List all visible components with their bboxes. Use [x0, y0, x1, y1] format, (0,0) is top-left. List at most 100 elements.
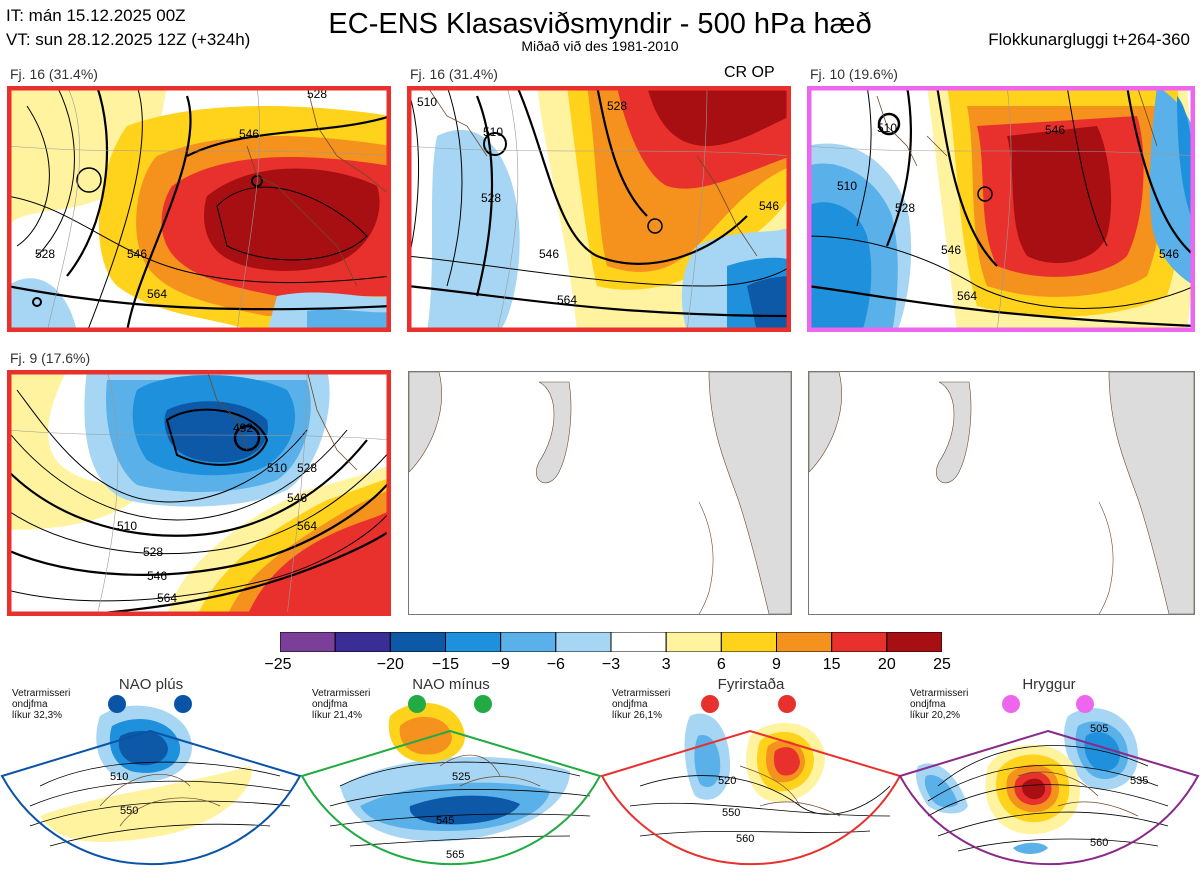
panel-4-contour-label: 510	[117, 519, 137, 533]
classification-window: Flokkunargluggi t+264-360	[988, 30, 1190, 49]
regime-1-info-season: Vetrarmisseri	[12, 688, 71, 699]
regime-1-frame	[0, 729, 302, 866]
panel-3-contour-label: 564	[957, 289, 977, 303]
regime-marker-icon	[1002, 695, 1020, 713]
colorbar-segment	[389, 631, 446, 653]
panel-4-label: Fj. 9 (17.6%)	[10, 350, 91, 366]
panel-4-contour-label: 510	[267, 461, 287, 475]
panel-4-contour-label: 546	[287, 491, 307, 505]
regime-1-info-prob: líkur 32,3%	[12, 710, 63, 721]
empty-map-2	[808, 371, 1195, 615]
panel-4-contour-label: 546	[147, 569, 167, 583]
regime-4-frame	[898, 729, 1200, 866]
colorbar-segment	[665, 631, 722, 653]
regime-1-title: NAO plús	[118, 676, 184, 693]
colorbar-tick-label: 9	[772, 656, 781, 673]
colorbar-segment	[445, 631, 502, 653]
regime-3-frame	[600, 729, 902, 866]
regime-marker-icon	[778, 695, 796, 713]
panel-2-contour-label: 510	[483, 125, 503, 139]
colorbar-tick-label: −3	[601, 656, 621, 673]
colorbar-tick-label: 3	[661, 656, 671, 673]
regime-2-contour-label: 545	[436, 815, 454, 827]
regime-4-info-prob: líkur 20,2%	[910, 710, 961, 721]
regime-marker-icon	[474, 695, 492, 713]
cluster-map-3: 510 510 528 546 564 546 546	[807, 86, 1195, 332]
panel-3-contour-label: 510	[877, 121, 897, 135]
panel-4-contour-label: 492	[233, 421, 253, 435]
panel-3-contour-label: 528	[895, 201, 915, 215]
regime-2-info-season: Vetrarmisseri	[312, 688, 371, 699]
regime-marker-icon	[108, 695, 126, 713]
regime-4-info-season: Vetrarmisseri	[910, 688, 969, 699]
panel-3-frame	[807, 86, 1195, 332]
regime-3-info-season: Vetrarmisseri	[612, 688, 671, 699]
regime-3-info-prob: líkur 26,1%	[612, 710, 663, 721]
page-title: EC-ENS Klasasviðsmyndir - 500 hPa hæð	[328, 8, 872, 40]
panel-1-contour-label: 564	[147, 287, 167, 301]
colorbar-tick-label: 6	[716, 656, 726, 673]
colorbar-tick-label: −25	[264, 656, 292, 673]
panel-1-frame	[7, 86, 391, 332]
panel-1-contour-label: 546	[239, 127, 259, 141]
panel-3-label: Fj. 10 (19.6%)	[810, 66, 898, 82]
regime-3-info-months: ondjfma	[612, 699, 648, 710]
regime-4-contour-label: 505	[1090, 723, 1108, 735]
colorbar-segment	[720, 631, 777, 653]
panel-4-contour-label: 564	[297, 519, 317, 533]
colorbar-segment	[500, 631, 557, 653]
regime-3-title: Fyrirstaða	[717, 676, 785, 693]
regime-1-contour-label: 510	[110, 771, 128, 783]
colorbar-segment	[776, 631, 833, 653]
colorbar-segment	[555, 631, 612, 653]
panel-3-contour-label: 546	[941, 243, 961, 257]
panel-3-contour-label: 510	[837, 179, 857, 193]
panel-2-contour-label: 546	[539, 247, 559, 261]
panel-1-contour-label: 528	[35, 247, 55, 261]
panel-2-label: Fj. 16 (31.4%)	[410, 66, 498, 82]
regime-3-contour-label: 520	[718, 775, 736, 787]
colorbar	[279, 631, 943, 653]
panel-2-frame	[407, 86, 791, 332]
panel-2-contour-label: 528	[607, 99, 627, 113]
panel-1-label: Fj. 16 (31.4%)	[10, 66, 98, 82]
regime-2-contour-label: 565	[446, 849, 464, 861]
panel-4-contour-label: 528	[143, 545, 163, 559]
regime-blocking: 520 550 560 Fyrirstaða Vetrarmisseri ond…	[600, 676, 902, 871]
regime-4-info-months: ondjfma	[910, 699, 946, 710]
regime-marker-icon	[408, 695, 426, 713]
regime-4-contour-label: 560	[1090, 837, 1108, 849]
colorbar-tick-label: 25	[933, 656, 951, 673]
regime-marker-icon	[1076, 695, 1094, 713]
colorbar-tick-label: −6	[546, 656, 565, 673]
panel-1-contour-label: 546	[127, 247, 147, 261]
panel-4-frame	[7, 370, 391, 616]
panel-3-contour-label: 546	[1159, 247, 1179, 261]
colorbar-tick-label: 15	[822, 656, 841, 673]
colorbar-tick-label: −15	[431, 656, 460, 673]
regime-2-info-prob: líkur 21,4%	[312, 710, 363, 721]
init-time: IT: mán 15.12.2025 00Z	[6, 6, 186, 25]
regime-1-info-months: ondjfma	[12, 699, 48, 710]
regime-1-contour-label: 550	[120, 805, 138, 817]
regime-4-title: Hryggur	[1022, 676, 1076, 693]
panel-3-contour-label: 546	[1045, 123, 1065, 137]
regime-ridge: 505 535 560 Hryggur Vetrarmisseri ondjfm…	[898, 676, 1200, 871]
regime-3-contour-label: 560	[736, 833, 754, 845]
cluster-map-4: 492 510 528 546 510 528 546 564 564	[7, 370, 391, 616]
panel-2-contour-label: 528	[481, 191, 501, 205]
colorbar-segment	[831, 631, 888, 653]
page-subtitle: Miðað við des 1981-2010	[521, 38, 679, 54]
cluster-map-2: 510 510 528 528 546 564 546	[407, 86, 791, 332]
panel-4-contour-label: 528	[297, 461, 317, 475]
panel-2-contour-label: 510	[417, 95, 437, 109]
regime-2-contour-label: 525	[452, 771, 470, 783]
colorbar-segment	[886, 631, 943, 653]
valid-time: VT: sun 28.12.2025 12Z (+324h)	[6, 30, 251, 49]
regime-marker-icon	[174, 695, 192, 713]
regime-2-frame	[300, 729, 602, 866]
panel-2-contour-label: 564	[557, 293, 577, 307]
colorbar-segment	[334, 631, 391, 653]
regime-4-contour-label: 535	[1130, 775, 1148, 787]
colorbar-tick-label: 20	[877, 656, 896, 673]
